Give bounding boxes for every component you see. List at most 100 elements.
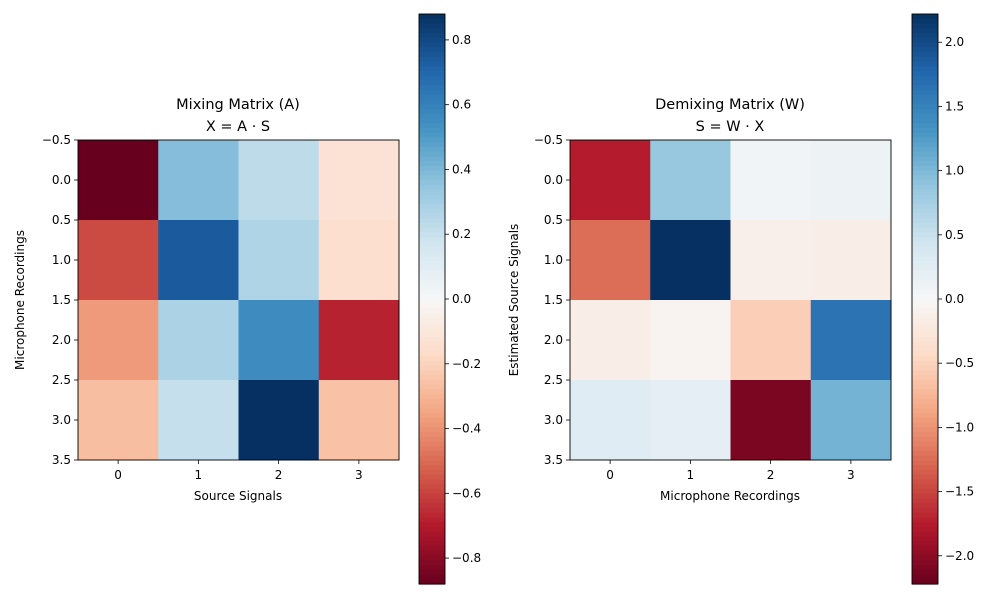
heatmap-cell-r3-c3 (810, 380, 892, 461)
colorbar-segment (419, 303, 445, 310)
colorbar-segment (419, 199, 445, 205)
colorbar-segment (912, 213, 938, 219)
colorbar-segment (419, 37, 445, 44)
heatmap-cell-r0-c0 (78, 140, 159, 221)
colorbar-segment (912, 503, 938, 509)
colorbar-segment (419, 360, 445, 367)
colorbar-segment (912, 341, 938, 348)
colorbar-segment (912, 61, 938, 67)
colorbar-segment (912, 128, 938, 134)
colorbar-segment (912, 170, 938, 177)
colorbar-segment (419, 232, 445, 238)
colorbar-segment (419, 546, 445, 552)
colorbar-segment (912, 384, 938, 390)
colorbar-segment (419, 484, 445, 490)
heatmap-cell-r1-c3 (810, 220, 892, 301)
colorbar-segment (419, 332, 445, 338)
colorbar-segment (912, 527, 938, 533)
heatmap-cell-r0-c2 (238, 140, 320, 221)
colorbar-segment (419, 80, 445, 86)
colorbar-segment (912, 560, 938, 566)
heatmap-cell-r3-c1 (158, 380, 239, 461)
colorbar-segment (912, 166, 938, 172)
colorbar-segment (419, 527, 445, 533)
colorbar-segment (419, 441, 445, 447)
colorbar-segment (419, 137, 445, 143)
colorbar-segment (912, 303, 938, 310)
colorbar-segment (419, 408, 445, 414)
colorbar-tick-label: −2.0 (945, 549, 974, 563)
colorbar-tick-label: 0.0 (945, 292, 964, 306)
colorbar-segment (912, 270, 938, 276)
y-axis-label: Microphone Recordings (13, 230, 27, 370)
colorbar-segment (419, 451, 445, 457)
colorbar-ticks: 0.8 0.6 0.4 0.2 0.0 −0.2 −0.4 −0.6 −0.8 (445, 33, 481, 565)
colorbar-segment (912, 432, 938, 438)
colorbar-segment (419, 275, 445, 281)
colorbar-segment (912, 365, 938, 371)
colorbar-segment (419, 175, 445, 181)
colorbar-segment (419, 422, 445, 428)
x-tick-label: 3 (355, 468, 363, 482)
x-tick-label: 1 (687, 468, 695, 482)
colorbar-segment (419, 280, 445, 286)
colorbar-segment (912, 246, 938, 253)
colorbar-segment (912, 85, 938, 91)
colorbar-segment (912, 284, 938, 291)
colorbar-segment (912, 104, 938, 110)
colorbar-segment (912, 569, 938, 576)
colorbar-segment (419, 128, 445, 134)
y-tick-label: 2.0 (52, 333, 71, 347)
heatmap-cell-r0-c3 (810, 140, 892, 221)
colorbar-segment (419, 284, 445, 291)
x-tick-label: 3 (847, 468, 855, 482)
colorbar-tick-label: 0.5 (945, 228, 964, 242)
colorbar-segment (419, 94, 445, 101)
colorbar-segment (912, 80, 938, 86)
colorbar-segment (912, 218, 938, 224)
colorbar-segment (419, 379, 445, 386)
colorbar-segment (912, 189, 938, 196)
colorbar-segment (912, 23, 938, 29)
colorbar-segment (419, 270, 445, 276)
y-tick-label: 1.0 (544, 253, 563, 267)
heatmap-cell-r0-c2 (730, 140, 812, 221)
heatmap-cells (570, 140, 892, 461)
colorbar-segment (912, 99, 938, 105)
colorbar-segment (912, 484, 938, 490)
colorbar-segment (912, 109, 938, 115)
colorbar-segment (419, 237, 445, 243)
x-tick-label: 0 (114, 468, 122, 482)
colorbar-segment (419, 251, 445, 257)
colorbar-tick-label: 1.0 (945, 164, 964, 178)
y-tick-label: 3.0 (52, 413, 71, 427)
colorbar-segment (419, 294, 445, 300)
colorbar-segment (419, 318, 445, 324)
y-axis-label: Estimated Source Signals (507, 224, 521, 377)
colorbar-segment (419, 522, 445, 528)
colorbar-segment (912, 337, 938, 343)
colorbar-segment (419, 156, 445, 162)
colorbar-segment (912, 308, 938, 314)
colorbar-segment (912, 151, 938, 158)
colorbar-segment (419, 508, 445, 514)
colorbar-segment (912, 313, 938, 319)
colorbar-segment (419, 375, 445, 381)
colorbar-segment (419, 417, 445, 424)
colorbar-segment (419, 322, 445, 329)
colorbar-segment (912, 261, 938, 267)
colorbar-segment (912, 360, 938, 367)
colorbar-segment (912, 427, 938, 433)
colorbar-segment (912, 408, 938, 414)
colorbar-segment (419, 132, 445, 139)
colorbar-segment (912, 132, 938, 139)
colorbar-segment (912, 379, 938, 386)
colorbar-segment (912, 322, 938, 329)
colorbar-segment (419, 531, 445, 538)
x-axis-ticks: 0 1 2 3 (606, 460, 855, 482)
colorbar-segment (419, 242, 445, 248)
colorbar-segment (419, 18, 445, 25)
colorbar-segment (419, 189, 445, 196)
colorbar-segment (419, 446, 445, 452)
colorbar-segment (912, 498, 938, 504)
